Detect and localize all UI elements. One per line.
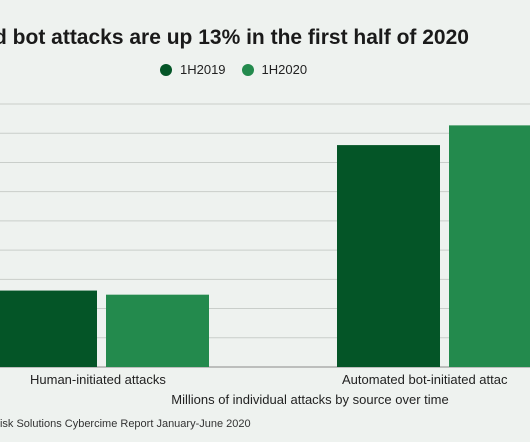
chart-title: d bot attacks are up 13% in the first ha… — [0, 26, 469, 49]
legend-item-1h2020: 1H2020 — [241, 62, 308, 77]
bar-1h2019-automated — [337, 145, 440, 367]
bar-1h2020-automated — [449, 125, 530, 368]
legend: 1H2019 1H2020 — [160, 62, 323, 77]
x-category-label-automated: Automated bot-initiated attac — [342, 372, 508, 387]
legend-item-1h2019: 1H2019 — [160, 62, 226, 77]
x-category-label-human: Human-initiated attacks — [30, 372, 166, 387]
legend-label-1h2020: 1H2020 — [261, 62, 308, 77]
x-axis-label: Millions of individual attacks by source… — [171, 392, 449, 407]
legend-swatch-1h2020 — [241, 63, 254, 76]
source-note: Risk Solutions Cybercime Report January-… — [0, 418, 251, 430]
legend-label-1h2019: 1H2019 — [180, 62, 226, 77]
legend-swatch-1h2019 — [160, 63, 172, 76]
bar-1h2020-human — [106, 294, 209, 367]
bar-1h2019-human — [0, 290, 97, 367]
